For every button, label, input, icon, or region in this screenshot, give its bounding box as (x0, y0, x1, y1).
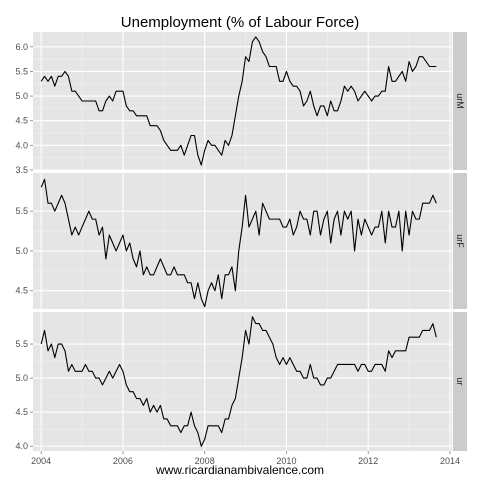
x-axis-label: www.ricardianambivalence.com (155, 463, 324, 477)
facet-strip (453, 312, 467, 451)
y-tick-label: 5.5 (15, 339, 28, 349)
facet-strip (453, 173, 467, 309)
series-line-ur (40, 316, 437, 447)
y-tick-label: 4.5 (15, 407, 28, 417)
series-line-urM (40, 36, 437, 166)
facet-strip (453, 32, 467, 170)
y-tick-label: 5.0 (15, 246, 28, 256)
y-tick-label: 5.0 (15, 91, 28, 101)
x-tick-label: 2004 (31, 456, 51, 466)
x-axis: 2004 2006 2008 2010 2012 2014 (31, 451, 460, 466)
x-tick-label: 2014 (440, 456, 460, 466)
facet-strip-label: urF (455, 234, 465, 248)
y-tick-label: 4.5 (15, 286, 28, 296)
facet-strip-label: ur (455, 377, 465, 385)
y-tick-label: 4.0 (15, 441, 28, 451)
y-tick-label: 5.5 (15, 206, 28, 216)
y-tick-label: 4.0 (15, 140, 28, 150)
panel-background (33, 312, 452, 451)
y-tick-label: 5.5 (15, 66, 28, 76)
panel-urF: 4.5 5.0 5.5 urF (15, 173, 467, 309)
y-tick-label: 4.5 (15, 116, 28, 126)
y-tick-label: 3.5 (15, 165, 28, 175)
panel-background (33, 32, 452, 170)
facet-strip-label: urM (455, 93, 465, 109)
panel-urM: 3.5 4.0 4.5 5.0 5.5 6.0 urM (15, 32, 467, 175)
y-tick-label: 6.0 (15, 42, 28, 52)
panel-background (33, 173, 452, 309)
x-tick-label: 2012 (358, 456, 378, 466)
series-line-urF (40, 178, 437, 308)
x-tick-label: 2010 (276, 456, 296, 466)
chart-title: Unemployment (% of Labour Force) (121, 14, 359, 31)
x-tick-label: 2006 (113, 456, 133, 466)
y-tick-label: 5.0 (15, 373, 28, 383)
x-tick-label: 2008 (195, 456, 215, 466)
panel-ur: 4.0 4.5 5.0 5.5 ur (15, 312, 467, 451)
facet-panels: 3.5 4.0 4.5 5.0 5.5 6.0 urM 4.5 5.0 5.5 urF 4.0 4.5 5… (15, 32, 467, 451)
